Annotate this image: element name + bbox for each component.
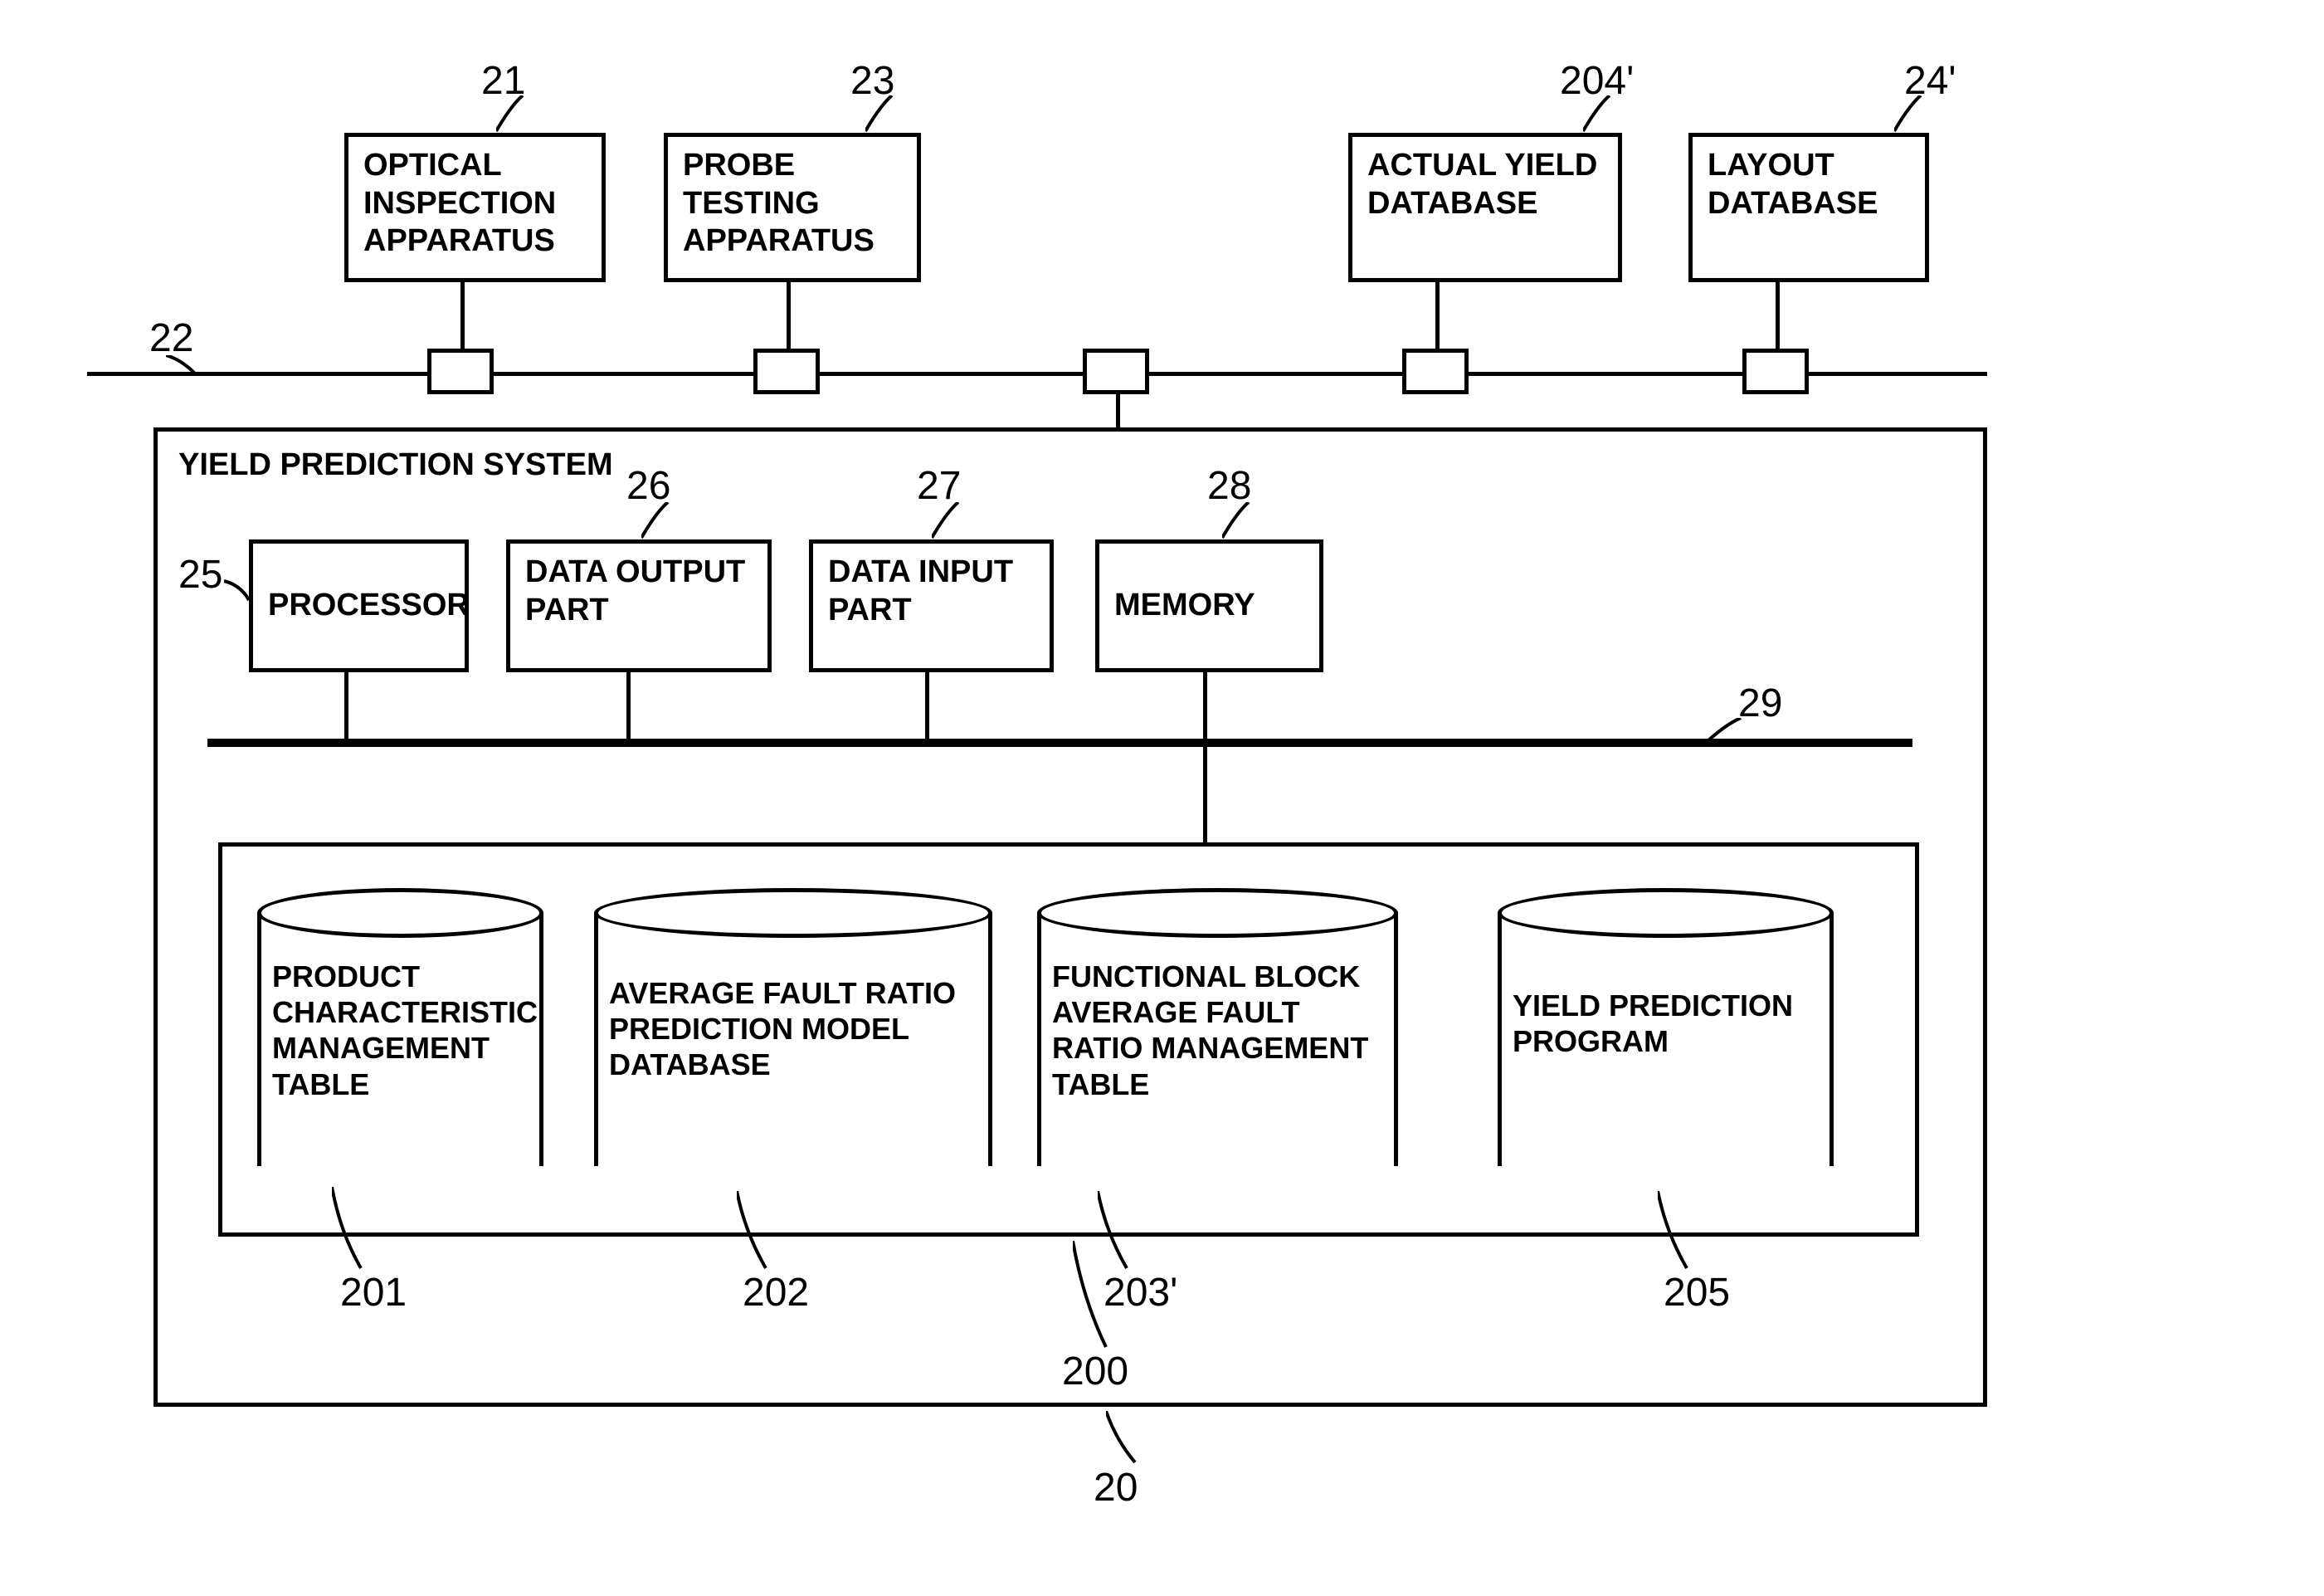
cylinder-202: AVERAGE FAULT RATIO PREDICTION MODEL DAT… <box>594 888 992 1183</box>
probe-testing-box: PROBE TESTING APPARATUS <box>664 133 921 282</box>
tick-26 <box>641 502 675 542</box>
cylinder-202-text: AVERAGE FAULT RATIO PREDICTION MODEL DAT… <box>609 975 956 1083</box>
drop-24p <box>1776 282 1780 349</box>
actual-yield-db-box: ACTUAL YIELD DATABASE <box>1348 133 1622 282</box>
memory-text: MEMORY <box>1114 587 1255 625</box>
tick-201 <box>332 1187 365 1270</box>
optical-inspection-text: OPTICAL INSPECTION APPARATUS <box>363 147 556 261</box>
label-20: 20 <box>1094 1465 1138 1511</box>
label-205: 205 <box>1664 1270 1730 1315</box>
drop-21 <box>460 282 465 349</box>
stub-27 <box>925 672 929 739</box>
layout-db-box: LAYOUT DATABASE <box>1688 133 1929 282</box>
memory-box: MEMORY <box>1095 539 1323 672</box>
tick-204p <box>1583 95 1616 135</box>
data-output-box: DATA OUTPUT PART <box>506 539 772 672</box>
processor-text: PROCESSOR <box>268 587 470 625</box>
drop-system <box>1116 394 1120 427</box>
tick-24p <box>1894 95 1927 135</box>
connector-1 <box>427 349 494 394</box>
layout-db-text: LAYOUT DATABASE <box>1708 147 1878 222</box>
data-input-text: DATA INPUT PART <box>828 554 1013 629</box>
cylinder-201-text: PRODUCT CHARACTERISTIC MANAGEMENT TABLE <box>272 959 538 1102</box>
label-201: 201 <box>340 1270 407 1315</box>
cylinder-203p-text: FUNCTIONAL BLOCK AVERAGE FAULT RATIO MAN… <box>1052 959 1368 1102</box>
tick-29 <box>1708 718 1745 744</box>
connector-2 <box>753 349 820 394</box>
label-29: 29 <box>1738 681 1782 726</box>
tick-205 <box>1658 1191 1691 1270</box>
tick-21 <box>496 95 529 135</box>
cylinder-205: YIELD PREDICTION PROGRAM <box>1498 888 1834 1183</box>
connector-4 <box>1402 349 1469 394</box>
actual-yield-db-text: ACTUAL YIELD DATABASE <box>1367 147 1597 222</box>
label-200: 200 <box>1062 1349 1128 1394</box>
system-title: YIELD PREDICTION SYSTEM <box>178 447 613 485</box>
probe-testing-text: PROBE TESTING APPARATUS <box>683 147 875 261</box>
tick-28 <box>1222 502 1255 542</box>
tick-22 <box>166 355 199 376</box>
cylinder-205-text: YIELD PREDICTION PROGRAM <box>1513 988 1793 1059</box>
data-input-box: DATA INPUT PART <box>809 539 1054 672</box>
tick-23 <box>865 95 899 135</box>
drop-204p <box>1435 282 1440 349</box>
stub-25 <box>344 672 348 739</box>
connector-5 <box>1742 349 1809 394</box>
tick-25 <box>224 577 253 606</box>
tick-27 <box>932 502 965 542</box>
optical-inspection-box: OPTICAL INSPECTION APPARATUS <box>344 133 606 282</box>
cylinder-201: PRODUCT CHARACTERISTIC MANAGEMENT TABLE <box>257 888 543 1183</box>
tick-202 <box>737 1191 770 1270</box>
stub-26 <box>626 672 631 739</box>
processor-box: PROCESSOR <box>249 539 469 672</box>
mid-bus-line <box>207 739 1912 747</box>
drop-23 <box>787 282 791 349</box>
tick-200 <box>1073 1241 1110 1349</box>
stub-28 <box>1203 672 1207 739</box>
label-22: 22 <box>149 315 193 361</box>
label-203p: 203' <box>1104 1270 1177 1315</box>
cylinder-203p: FUNCTIONAL BLOCK AVERAGE FAULT RATIO MAN… <box>1037 888 1398 1183</box>
connector-3 <box>1083 349 1149 394</box>
memory-storage-link <box>1203 743 1207 842</box>
data-output-text: DATA OUTPUT PART <box>525 554 745 629</box>
label-25: 25 <box>178 552 222 598</box>
label-202: 202 <box>743 1270 809 1315</box>
top-bus-line <box>87 372 1987 376</box>
tick-20 <box>1106 1411 1139 1465</box>
